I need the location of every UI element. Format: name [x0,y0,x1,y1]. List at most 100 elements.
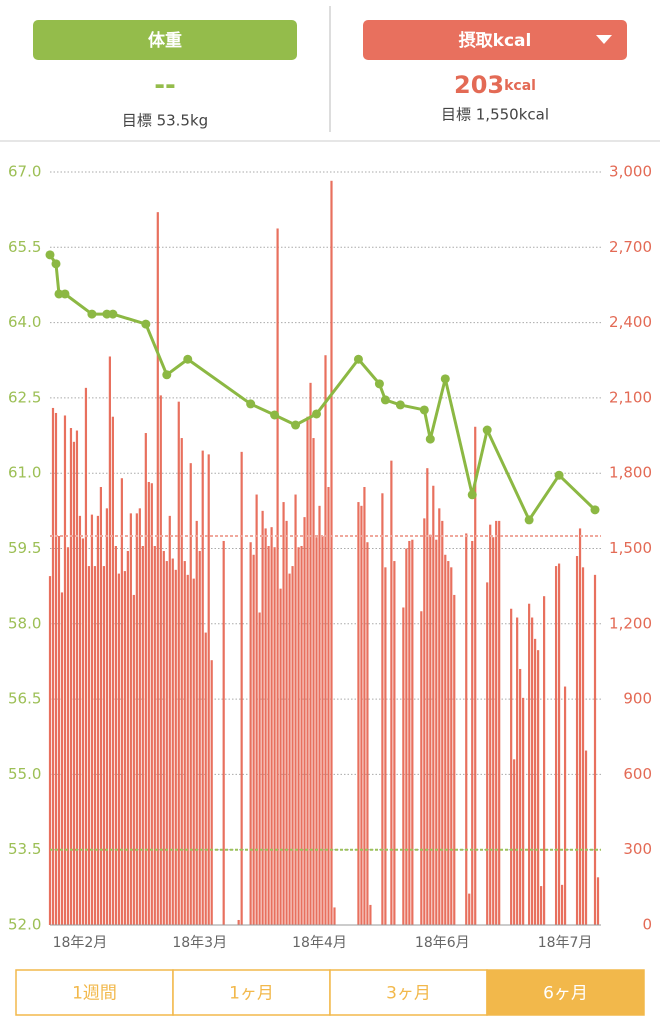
bar [575,556,579,925]
y-tick-label: 52.0 [8,916,41,934]
bar [72,441,76,925]
bar [474,426,477,925]
bar [84,387,88,925]
bar [186,574,189,925]
bar [429,534,432,925]
weight-point [51,259,61,269]
weight-button[interactable] [33,20,297,60]
bar [554,566,558,925]
bar [117,573,120,925]
bar [264,528,267,925]
weight-point [45,250,55,260]
bar [366,542,369,925]
dropdown-arrow[interactable] [596,35,612,44]
weight-point [291,420,301,430]
bar [123,571,126,925]
y-tick-label: 62.5 [8,388,41,406]
bar [150,483,153,925]
bar [498,520,501,925]
bar [258,612,261,925]
weight-point [440,374,450,384]
bar [141,545,144,925]
bar [162,551,165,925]
bar [495,520,498,925]
tab[interactable] [172,969,331,1016]
bar [60,592,64,925]
weight-button-label[interactable]: 体重 [148,30,182,51]
tab[interactable] [15,969,174,1016]
tab-label[interactable]: 6ヶ月 [543,984,588,1004]
y-tick-label: 59.5 [8,539,41,557]
y2-tick-label: 600 [623,765,652,783]
bar [581,567,585,925]
weight-point [183,354,193,364]
y2-tick-label: 1,200 [609,614,652,632]
bar [294,494,297,925]
bar [189,463,192,925]
bar [99,487,103,925]
y-tick-label: 65.5 [8,238,41,256]
bar [519,668,522,925]
bar [81,538,85,925]
y2-tick-label: 300 [623,840,652,858]
bar [534,638,537,925]
tab-label[interactable]: 1週間 [72,984,117,1004]
bar [249,542,252,925]
bar [273,547,276,925]
bar [596,877,600,925]
kcal-button[interactable] [363,20,627,60]
bar [560,884,564,925]
bar [327,487,330,925]
weight-point [554,470,564,480]
bar [303,517,306,925]
y2-tick-label: 1,800 [609,464,652,482]
weight-point [380,395,390,405]
kcal-button-label[interactable]: 摂取kcal [459,30,532,51]
tab-label[interactable]: 3ヶ月 [386,984,431,1004]
bar [411,539,414,925]
bar [156,212,159,925]
bar [441,520,444,925]
bar [318,505,321,925]
bar [198,551,201,925]
tab[interactable] [486,969,645,1016]
bar [177,401,180,925]
bar [522,697,525,925]
weight-point [60,289,70,299]
tabs: 1週間 1ヶ月 3ヶ月 6ヶ月 [15,969,645,1016]
bar [171,558,174,925]
bar [270,527,273,925]
bar [255,494,258,925]
bar [66,547,70,925]
x-tick-label: 18年2月 [53,935,108,951]
bar [144,433,147,925]
bar [309,382,312,926]
y2-tick-label: 2,700 [609,238,652,256]
weight-point [270,410,280,420]
bar [315,537,318,925]
bar [102,566,106,925]
y2-tick-label: 2,100 [609,388,652,406]
tab[interactable] [329,969,488,1016]
bar [306,416,309,925]
tab-label[interactable]: 1ヶ月 [229,984,274,1004]
bar [147,481,150,925]
bar [537,650,540,925]
bar [321,535,324,925]
plot: 52.0 53.5 55.0 56.5 58.0 59.5 61.0 62.5 64.0 65.5… [8,163,652,952]
weight-point [87,309,97,319]
bar [333,907,336,925]
bar [96,515,100,925]
bar [510,608,513,925]
y-tick-label: 53.5 [8,840,41,858]
bar [63,415,67,925]
bar [516,617,519,925]
bar [297,547,300,925]
bar [195,520,198,925]
bar [222,540,225,925]
kcal-value: 203kcal [454,71,536,99]
bar [153,545,156,925]
kcal-number: 203 [454,71,504,99]
x-tick-label: 18年3月 [172,935,227,951]
weight-goal: 目標 53.5kg [122,112,208,130]
